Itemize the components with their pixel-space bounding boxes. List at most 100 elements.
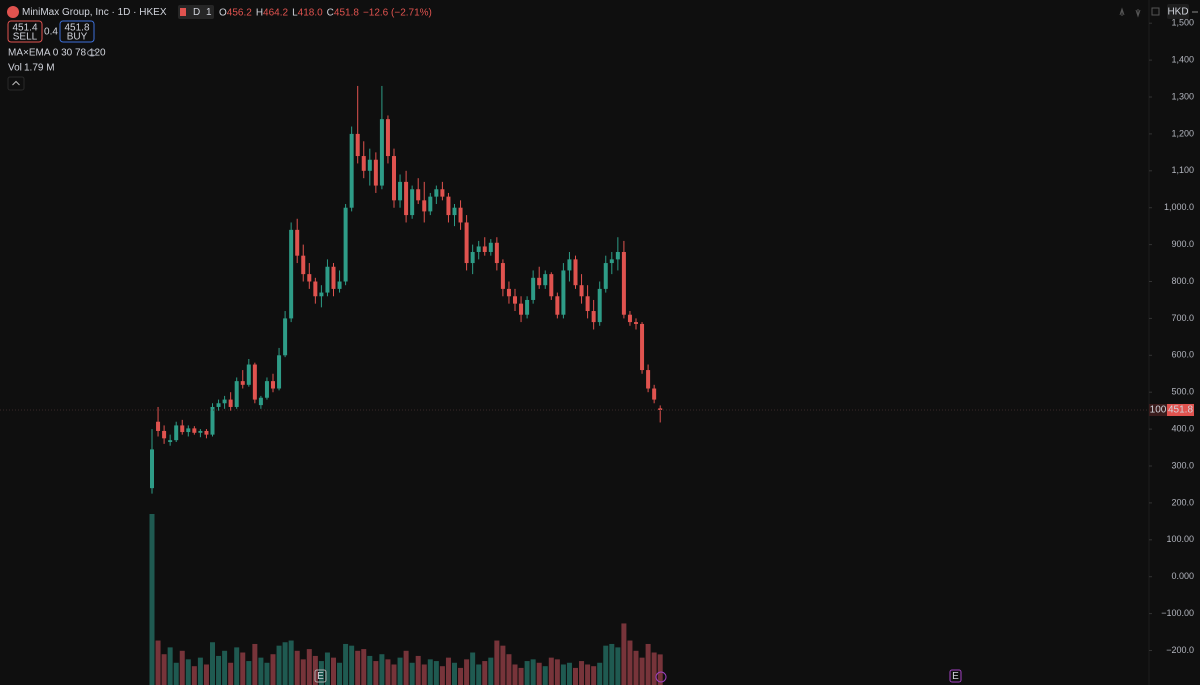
volume-bar <box>318 661 324 685</box>
volume-bar <box>409 662 415 685</box>
candle-body <box>204 430 209 435</box>
volume-bar <box>246 661 252 685</box>
candle-body <box>446 196 451 216</box>
volume-bar <box>421 664 427 685</box>
y-tick-label: 1,400 <box>1171 54 1194 64</box>
volume-bar <box>518 667 524 685</box>
price-tag-left-box <box>1149 403 1167 416</box>
volume-bar <box>149 514 155 685</box>
volume-bar <box>579 661 585 685</box>
candle-body <box>301 255 306 275</box>
collapse-button[interactable] <box>7 76 25 91</box>
price-tag: 451.8 <box>1168 405 1193 416</box>
volume-bar <box>452 662 457 685</box>
volume-bar <box>300 659 306 685</box>
candle-body <box>646 370 651 389</box>
volume-bar <box>476 664 482 685</box>
event-marker-label: E <box>952 671 959 682</box>
volume-bar <box>167 647 173 685</box>
buy-button[interactable] <box>59 20 95 43</box>
candle-body <box>488 242 493 252</box>
candle-body <box>652 388 657 400</box>
candle-body <box>228 399 233 407</box>
fullscreen-icon[interactable] <box>1151 7 1160 16</box>
volume-label: Vol <box>8 63 22 74</box>
candle-body <box>174 425 179 441</box>
candle-body <box>222 399 227 404</box>
candle-body <box>246 364 251 385</box>
volume-bar <box>337 662 343 685</box>
visibility-icon[interactable] <box>87 49 97 57</box>
candle-body <box>331 266 336 289</box>
volume-bar <box>427 659 433 685</box>
volume-bar <box>657 654 663 685</box>
ohlc-key: O <box>219 7 227 18</box>
price-tag-box <box>1167 403 1194 416</box>
volume-bar <box>203 664 209 685</box>
volume-bar <box>403 650 409 685</box>
symbol-title: MiniMax Group, Inc · 1D · HKEX <box>22 7 167 18</box>
volume-value: 1.79 M <box>24 63 55 74</box>
candle-body <box>609 259 614 264</box>
candle-body <box>162 430 167 439</box>
volume-bar <box>536 662 542 685</box>
volume-bar <box>512 664 518 685</box>
volume-bar <box>264 662 270 685</box>
y-tick-label: 1,000.0 <box>1164 202 1194 212</box>
y-tick-label: 0.000 <box>1171 571 1194 581</box>
candle-body <box>277 355 282 389</box>
candle-body <box>234 381 239 407</box>
candle-body <box>283 318 288 356</box>
candle-body <box>470 251 475 264</box>
collapse-icon <box>12 80 20 86</box>
candle-body <box>198 430 203 433</box>
up-icon[interactable] <box>1119 7 1125 16</box>
volume-bar <box>191 666 197 685</box>
sell-button[interactable] <box>7 20 43 43</box>
y-tick-label: 1,200 <box>1171 128 1194 138</box>
candle-body <box>434 189 439 197</box>
ohlc-key: L <box>292 7 298 18</box>
volume-bar <box>639 657 645 685</box>
y-tick-label: 300.0 <box>1171 460 1194 470</box>
volume-bar <box>355 650 361 685</box>
volume-bar <box>500 645 506 685</box>
buy-price: 451.8 <box>64 23 89 34</box>
volume-bar <box>222 650 228 685</box>
candle-body <box>525 299 530 315</box>
volume-bar <box>270 654 276 685</box>
candle-body <box>373 159 378 186</box>
y-tick-label: 800.0 <box>1171 276 1194 286</box>
volume-bar <box>585 664 591 685</box>
down-icon[interactable] <box>1135 9 1141 18</box>
dividend-marker[interactable] <box>655 671 667 683</box>
change: −12.6 (−2.71%) <box>363 7 432 18</box>
volume-bar <box>494 640 500 685</box>
ohlc-value: 464.2 <box>263 7 288 18</box>
candle-body <box>355 133 360 157</box>
candle-body <box>289 229 294 319</box>
event-marker[interactable] <box>314 669 327 683</box>
overlay: MiniMax Group, Inc · 1D · HKEX D 1 O456.… <box>7 4 1198 683</box>
y-tick-label: 700.0 <box>1171 313 1194 323</box>
candle-body <box>150 449 154 489</box>
volume-bar <box>542 666 548 685</box>
logo <box>7 6 19 18</box>
ohlc-key: H <box>256 7 263 18</box>
volume-bar <box>573 667 578 685</box>
currency-box[interactable] <box>1167 4 1189 19</box>
volume-bar <box>433 661 439 685</box>
volume-bar <box>566 662 572 685</box>
volume-bar <box>397 657 403 685</box>
event-marker[interactable] <box>949 669 962 683</box>
currency: HKD <box>1167 7 1188 18</box>
candle-body <box>271 381 275 389</box>
volume-bar <box>179 650 185 685</box>
candle-body <box>319 292 324 297</box>
volume-bar <box>161 654 167 685</box>
y-tick-label: 900.0 <box>1171 239 1194 249</box>
candle-body <box>440 189 445 197</box>
candle-body <box>658 408 663 410</box>
volume-bar <box>621 623 627 685</box>
candle-body <box>337 281 342 289</box>
